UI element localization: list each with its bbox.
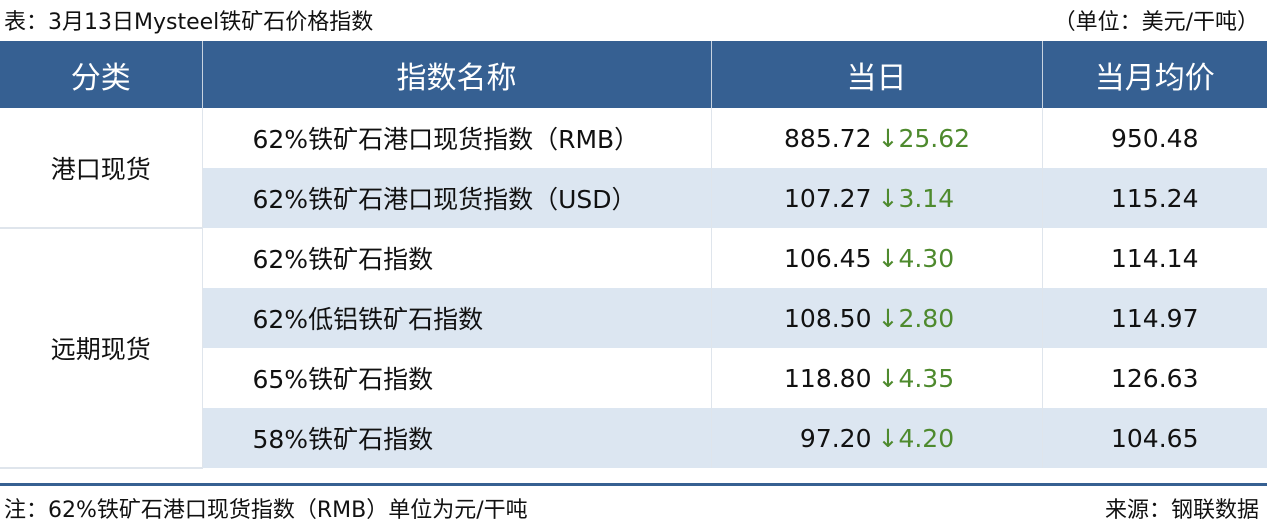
header-monthly-avg: 当月均价 — [1041, 41, 1267, 108]
today-cell: 108.50 ↓2.80 — [710, 288, 1042, 348]
today-value: 108.50 — [784, 303, 872, 333]
today-cell: 106.45 ↓4.30 — [710, 228, 1042, 288]
today-cell: 885.72 ↓25.62 — [710, 108, 1042, 168]
monthly-avg: 114.97 — [1041, 288, 1267, 348]
today-cell: 118.80 ↓4.35 — [710, 348, 1042, 408]
today-value: 106.45 — [784, 243, 872, 273]
change-value: 4.35 — [898, 363, 955, 393]
down-arrow-icon: ↓ — [877, 123, 899, 153]
today-value: 118.80 — [784, 363, 872, 393]
category-cell: 港口现货 — [0, 108, 202, 229]
table-row: 远期现货 62%铁矿石指数 106.45 ↓4.30 114.14 — [0, 228, 1267, 469]
index-name: 62%铁矿石港口现货指数（USD） — [201, 168, 711, 228]
source-label: 来源：钢联数据 — [1104, 498, 1259, 523]
down-arrow-icon: ↓ — [877, 363, 899, 393]
monthly-avg: 104.65 — [1041, 408, 1267, 468]
category-cell: 远期现货 — [0, 228, 202, 469]
down-arrow-icon: ↓ — [877, 303, 899, 333]
table-row: 62%低铝铁矿石指数 108.50 ↓2.80 114.97 — [0, 288, 1267, 348]
down-arrow-icon: ↓ — [877, 183, 899, 213]
down-arrow-icon: ↓ — [877, 423, 899, 453]
header-today: 当日 — [710, 41, 1042, 108]
table-row: 65%铁矿石指数 118.80 ↓4.35 126.63 — [0, 348, 1267, 408]
monthly-avg: 950.48 — [1041, 108, 1267, 168]
today-value: 885.72 — [784, 123, 872, 153]
today-value: 97.20 — [799, 423, 872, 453]
today-value: 107.27 — [784, 183, 872, 213]
header-category: 分类 — [0, 41, 202, 108]
index-name: 62%铁矿石港口现货指数（RMB） — [201, 108, 711, 168]
table-row: 62%铁矿石港口现货指数（USD） 107.27 ↓3.14 115.24 — [0, 168, 1267, 228]
bottom-rule — [0, 483, 1267, 486]
monthly-avg: 115.24 — [1041, 168, 1267, 228]
monthly-avg: 126.63 — [1041, 348, 1267, 408]
today-cell: 97.20 ↓4.20 — [710, 408, 1042, 468]
change-value: 3.14 — [898, 183, 955, 213]
index-name: 62%铁矿石指数 — [201, 228, 711, 288]
header-index-name: 指数名称 — [201, 41, 711, 108]
change-value: 4.20 — [898, 423, 955, 453]
change-value: 2.80 — [898, 303, 955, 333]
price-index-table: 分类 指数名称 当日 当月均价 港口现货 62%铁矿石港口现货指数（RMB） 885… — [0, 41, 1267, 469]
down-arrow-icon: ↓ — [877, 243, 899, 273]
table-row: 港口现货 62%铁矿石港口现货指数（RMB） 885.72 ↓25.62 950.48 — [0, 108, 1267, 229]
index-name: 62%低铝铁矿石指数 — [201, 288, 711, 348]
change-value: 4.30 — [898, 243, 955, 273]
monthly-avg: 114.14 — [1041, 228, 1267, 288]
index-name: 65%铁矿石指数 — [201, 348, 711, 408]
today-cell: 107.27 ↓3.14 — [710, 168, 1042, 228]
footnote: 注：62%铁矿石港口现货指数（RMB）单位为元/干吨 — [4, 498, 528, 523]
table-row: 58%铁矿石指数 97.20 ↓4.20 104.65 — [0, 408, 1267, 468]
header-row: 分类 指数名称 当日 当月均价 — [0, 41, 1267, 108]
index-name: 58%铁矿石指数 — [201, 408, 711, 468]
table-title: 表：3月13日Mysteel铁矿石价格指数 — [4, 10, 374, 35]
change-value: 25.62 — [898, 123, 971, 153]
unit-label: （单位：美元/干吨） — [1053, 10, 1259, 35]
